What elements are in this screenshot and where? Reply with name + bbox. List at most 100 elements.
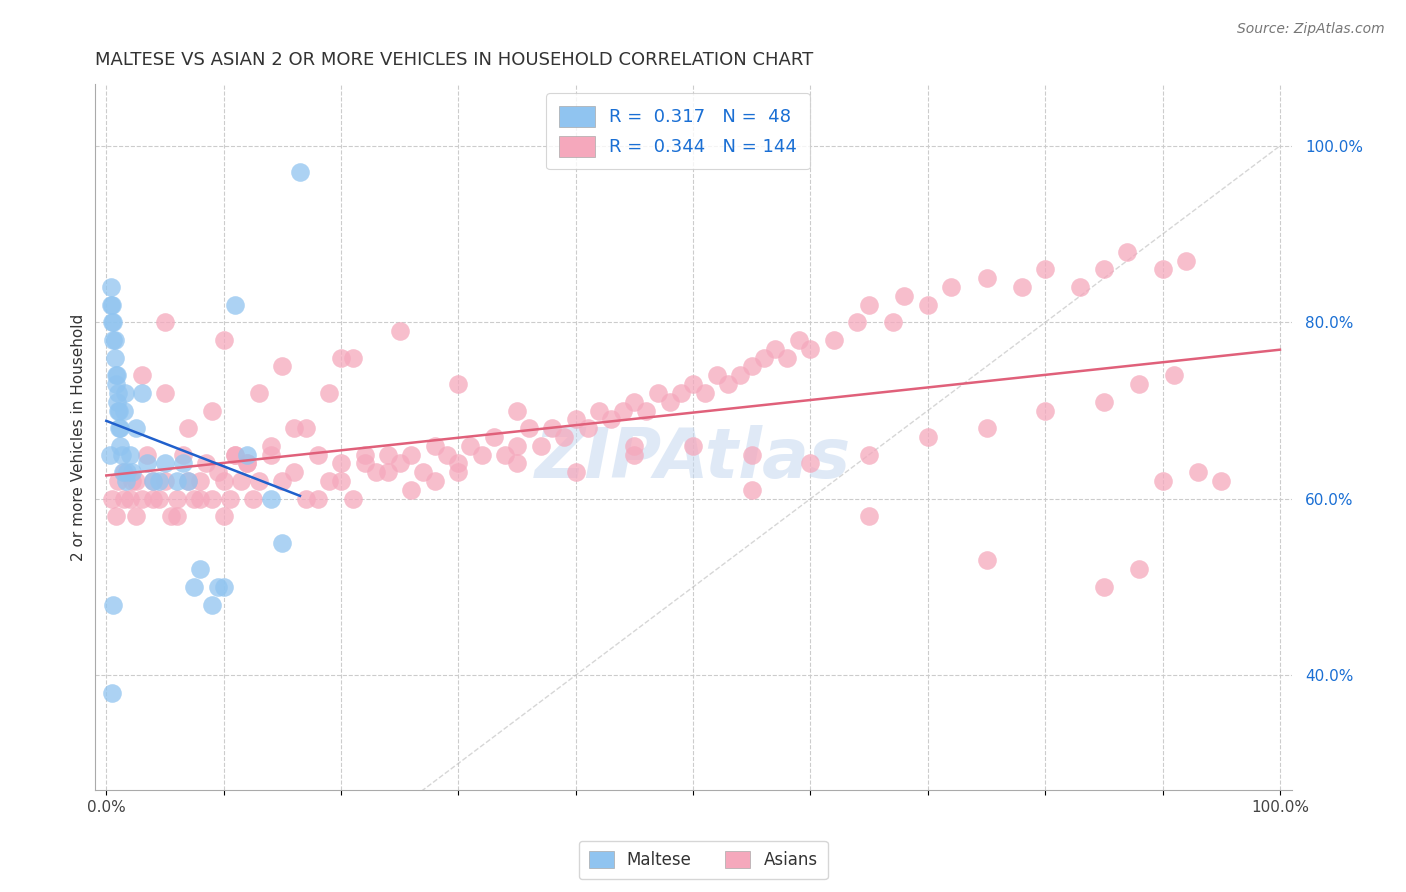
Point [212, 333, 235, 347]
Point [976, 553, 998, 567]
Point [195, 457, 218, 471]
Point [377, 465, 399, 479]
Point [423, 474, 446, 488]
Point [741, 359, 763, 374]
Point [201, 598, 224, 612]
Point [401, 483, 423, 497]
Point [307, 448, 329, 462]
Point [1033, 262, 1056, 277]
Point [124, 421, 146, 435]
Point [148, 474, 170, 488]
Point [166, 509, 188, 524]
Point [103, 333, 125, 347]
Point [104, 509, 127, 524]
Text: Source: ZipAtlas.com: Source: ZipAtlas.com [1237, 22, 1385, 37]
Point [166, 491, 188, 506]
Point [1092, 262, 1115, 277]
Point [283, 465, 305, 479]
Point [1152, 474, 1174, 488]
Point [247, 474, 270, 488]
Point [330, 474, 353, 488]
Point [218, 491, 240, 506]
Point [741, 483, 763, 497]
Point [1128, 377, 1150, 392]
Point [114, 385, 136, 400]
Point [142, 491, 165, 506]
Point [494, 448, 516, 462]
Point [623, 394, 645, 409]
Point [917, 430, 939, 444]
Point [693, 385, 716, 400]
Point [108, 403, 131, 417]
Point [177, 474, 200, 488]
Point [112, 403, 135, 417]
Point [188, 562, 211, 576]
Point [236, 457, 259, 471]
Point [776, 351, 799, 365]
Point [142, 474, 165, 488]
Point [224, 448, 246, 462]
Point [1033, 403, 1056, 417]
Point [728, 368, 751, 383]
Point [388, 457, 411, 471]
Point [471, 448, 494, 462]
Point [1011, 280, 1033, 294]
Point [259, 448, 281, 462]
Point [318, 474, 340, 488]
Point [288, 165, 311, 179]
Y-axis label: 2 or more Vehicles in Household: 2 or more Vehicles in Household [72, 313, 86, 560]
Point [353, 448, 375, 462]
Point [506, 439, 529, 453]
Point [600, 412, 623, 426]
Point [271, 359, 294, 374]
Point [553, 430, 575, 444]
Point [671, 385, 693, 400]
Point [101, 315, 124, 329]
Point [153, 457, 176, 471]
Point [172, 457, 194, 471]
Point [121, 465, 143, 479]
Point [330, 457, 353, 471]
Point [107, 385, 129, 400]
Point [1152, 262, 1174, 277]
Point [153, 315, 176, 329]
Point [131, 385, 153, 400]
Point [1163, 368, 1185, 383]
Point [118, 448, 141, 462]
Point [1092, 394, 1115, 409]
Point [121, 474, 143, 488]
Point [787, 333, 810, 347]
Point [103, 351, 125, 365]
Point [682, 377, 704, 392]
Point [108, 421, 131, 435]
Point [110, 439, 132, 453]
Point [177, 421, 200, 435]
Point [112, 491, 135, 506]
Point [236, 448, 259, 462]
Point [160, 509, 183, 524]
Point [207, 580, 229, 594]
Point [423, 439, 446, 453]
Point [565, 465, 588, 479]
Point [612, 403, 634, 417]
Point [636, 403, 658, 417]
Point [148, 491, 170, 506]
Point [224, 298, 246, 312]
Point [1092, 580, 1115, 594]
Point [506, 403, 529, 417]
Point [110, 448, 132, 462]
Point [1175, 253, 1198, 268]
Point [110, 421, 132, 435]
Point [799, 457, 821, 471]
Point [706, 368, 728, 383]
Point [412, 465, 434, 479]
Point [1187, 465, 1209, 479]
Point [153, 474, 176, 488]
Point [283, 421, 305, 435]
Point [823, 333, 845, 347]
Point [882, 315, 904, 329]
Point [107, 403, 129, 417]
Point [307, 491, 329, 506]
Point [1116, 244, 1139, 259]
Point [124, 509, 146, 524]
